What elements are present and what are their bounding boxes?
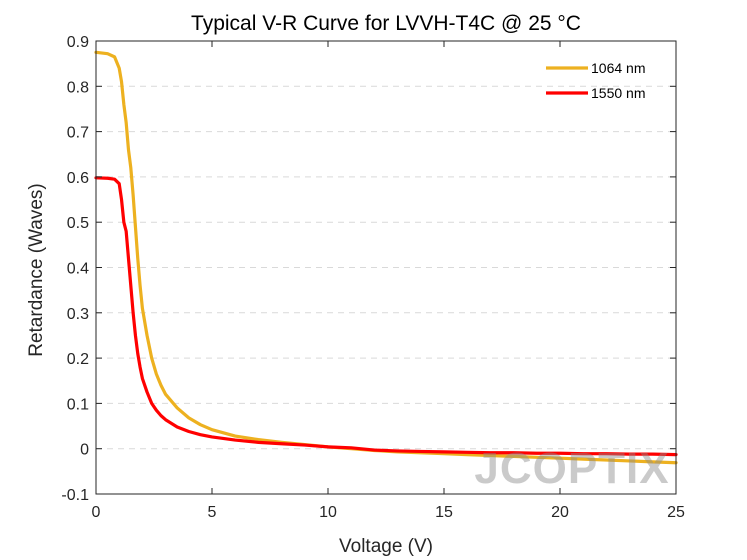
axes: 0 5 10 15 20 25-0.100.10.20.30.40.50.60.70.80…: [61, 34, 685, 521]
legend-label-2: 1550 nm: [591, 85, 645, 101]
chart-title: Typical V-R Curve for LVVH-T4C @ 25 °C: [191, 12, 581, 35]
y-axis-label: Retardance (Waves): [26, 183, 47, 357]
y-tick-label: 0.3: [67, 306, 89, 323]
y-tick-label: -0.1: [61, 487, 89, 504]
series-line-1: [94, 50, 678, 465]
x-axis-label: Voltage (V): [339, 536, 433, 557]
plot-area: [94, 40, 678, 495]
y-tick-label: 0.1: [67, 396, 89, 413]
x-tick-label: 0: [92, 504, 101, 521]
x-tick-label: 20: [551, 504, 569, 521]
x-tick-label: 15: [435, 504, 453, 521]
y-tick-label: 0.9: [67, 34, 89, 51]
y-tick-label: 0.4: [67, 261, 89, 278]
series-line-2: [94, 176, 678, 457]
x-tick-label: 25: [667, 504, 685, 521]
watermark-text: JCOPTIX: [474, 444, 669, 493]
x-tick-label: 5: [208, 504, 217, 521]
legend: 1064 nm 1550 nm: [546, 60, 645, 101]
y-tick-label: 0.8: [67, 79, 89, 96]
y-tick-label: 0.2: [67, 351, 89, 368]
y-tick-label: 0.5: [67, 215, 89, 232]
y-tick-label: 0.6: [67, 170, 89, 187]
y-tick-label: 0.7: [67, 125, 89, 142]
y-tick-label: 0: [80, 442, 89, 459]
x-tick-label: 10: [319, 504, 337, 521]
legend-label-1: 1064 nm: [591, 60, 645, 76]
